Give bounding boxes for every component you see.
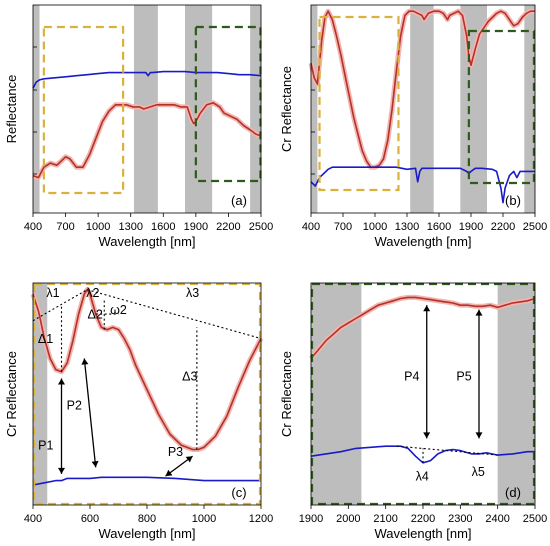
x-tick-label: 600	[81, 513, 99, 525]
gray-band	[410, 5, 434, 213]
x-tick-label: 2400	[485, 513, 509, 525]
y-axis-label: Cr Reflectance	[4, 351, 19, 437]
annotation-label: ω2	[110, 303, 127, 317]
annotation-label: λ3	[186, 286, 199, 300]
arrow-head	[81, 358, 89, 365]
arrow-head	[58, 467, 65, 474]
x-tick-label: 1200	[249, 513, 273, 525]
annotation-label: λ2	[86, 286, 99, 300]
red-series-band	[30, 287, 264, 452]
y-axis-label: Cr Reflectance	[279, 66, 294, 152]
x-tick-label: 2100	[373, 513, 397, 525]
arrow-head	[185, 456, 193, 463]
yellow-dashed-box	[32, 282, 262, 506]
x-tick-label: 1600	[427, 221, 451, 233]
y-axis-label: Cr Reflectance	[279, 351, 294, 437]
blue-series-line	[32, 70, 262, 89]
red-series-line	[310, 296, 536, 360]
arrow-head	[475, 309, 483, 316]
x-tick-label: 1900	[459, 221, 483, 233]
x-tick-label: 1900	[184, 221, 208, 233]
annotation-label: P4	[404, 370, 419, 384]
x-tick-label: 2000	[336, 513, 360, 525]
gray-band	[33, 5, 40, 213]
green-dashed-box	[194, 25, 262, 183]
arrow-head	[165, 469, 173, 477]
gray-band	[524, 5, 535, 213]
x-tick-label: 2200	[216, 221, 240, 233]
chart-panel-b: 400 700 1000 1300 1600 1900 2200 2500 Wavelength…	[279, 4, 547, 249]
annotation-label: Δ1	[38, 332, 53, 346]
plot-frame	[310, 4, 536, 214]
x-tick-label: 2500	[523, 513, 547, 525]
blue-series-line	[32, 476, 261, 486]
continuum-hull-line	[32, 289, 88, 322]
green-dashed-box	[467, 29, 536, 185]
continuum-hull-line	[396, 445, 498, 456]
arrow-head	[423, 432, 431, 439]
gray-band	[250, 5, 261, 213]
gray-band	[311, 283, 362, 505]
annotation-label: P5	[456, 370, 471, 384]
x-tick-label: 800	[138, 513, 156, 525]
x-tick-label: 2200	[491, 221, 515, 233]
annotation-label: P3	[168, 445, 183, 459]
gray-band	[497, 283, 535, 505]
x-tick-label: 400	[24, 221, 42, 233]
annotation-label: Δ2	[87, 308, 102, 322]
red-series-line	[32, 288, 262, 451]
panel-letter: (c)	[231, 485, 246, 500]
x-tick-label: 2500	[249, 221, 273, 233]
panel-letter: (d)	[505, 485, 521, 500]
red-series-line	[32, 102, 262, 179]
x-tick-label: 1000	[192, 513, 216, 525]
panel-letter: (b)	[505, 193, 521, 208]
green-dashed-box	[310, 282, 536, 506]
annotation-label: P1	[38, 439, 53, 453]
x-tick-label: 1600	[151, 221, 175, 233]
x-axis-label: Wavelength [nm]	[374, 234, 471, 249]
x-axis-label: Wavelength [nm]	[98, 526, 195, 541]
yellow-dashed-box	[318, 15, 400, 192]
x-tick-label: 700	[334, 221, 352, 233]
x-axis-label: Wavelength [nm]	[98, 234, 195, 249]
yellow-dashed-box	[42, 25, 125, 195]
annotation-label: λ4	[416, 470, 429, 484]
blue-series-line	[310, 445, 535, 464]
x-tick-label: 2200	[411, 513, 435, 525]
x-tick-label: 1900	[299, 513, 323, 525]
plot-frame	[32, 4, 262, 214]
arrow-head	[91, 460, 99, 468]
red-series-line	[310, 10, 535, 168]
annotation-label: λ5	[472, 465, 485, 479]
arrow-head	[423, 305, 431, 312]
gray-band	[311, 5, 318, 213]
chart-panel-c: 400 600 800 1000 1200 Wavelength [nm] Cr Refle…	[4, 282, 273, 541]
x-tick-label: 2500	[523, 221, 547, 233]
annotation-label: Δ3	[182, 370, 197, 384]
x-axis-label: Wavelength [nm]	[374, 526, 471, 541]
y-axis-label: Reflectance	[4, 75, 19, 144]
x-tick-label: 1300	[118, 221, 142, 233]
x-tick-label: 1000	[86, 221, 110, 233]
continuum-hull-line	[87, 289, 262, 340]
x-tick-label: 400	[24, 513, 42, 525]
panel-letter: (a)	[231, 193, 247, 208]
chart-panel-d: 1900 2000 2100 2200 2300 2400 2500 Wavelength […	[279, 282, 547, 541]
x-tick-label: 400	[302, 221, 320, 233]
x-tick-label: 700	[56, 221, 74, 233]
x-tick-label: 2300	[448, 513, 472, 525]
annotation-label: P2	[67, 399, 82, 413]
arrow-head	[475, 432, 483, 439]
arrow-head	[58, 378, 65, 385]
p2-arrow	[83, 358, 97, 468]
x-tick-label: 1000	[363, 221, 387, 233]
blue-series-line	[310, 166, 535, 204]
annotation-label: λ1	[46, 286, 59, 300]
x-tick-label: 1300	[395, 221, 419, 233]
chart-panel-a: 400 700 1000 1300 1600 1900 2200 2500 Wavelength…	[4, 4, 273, 249]
